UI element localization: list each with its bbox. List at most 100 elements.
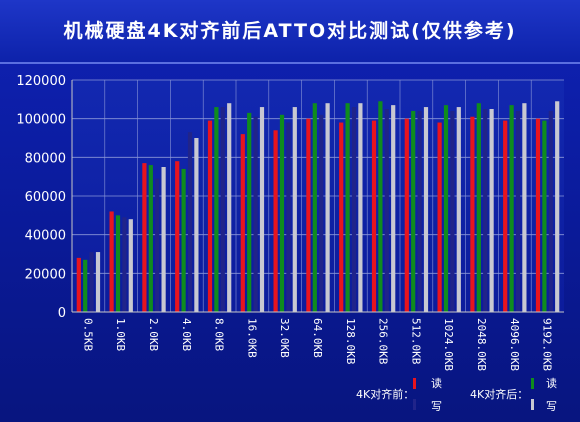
bar — [247, 112, 252, 313]
y-tick-label: 100000 — [16, 113, 66, 128]
bar — [437, 122, 442, 312]
bar — [503, 120, 508, 312]
bar — [476, 103, 481, 312]
bar — [542, 120, 547, 312]
bar — [509, 105, 514, 312]
chart-title: 机械硬盘4K对齐前后ATTO对比测试(仅供参考) — [63, 20, 517, 42]
bar — [358, 103, 363, 312]
bar — [371, 120, 377, 312]
x-axis-ticks: 0.5KB 1.0KB 2.0KB 4.0KB 8.0KB 16.0KB 32.0KB 64.… — [81, 318, 553, 371]
bar — [339, 122, 344, 312]
bar — [148, 165, 153, 312]
bar — [417, 110, 422, 313]
bar — [345, 103, 350, 312]
x-tick-label: 32.0KB — [278, 318, 291, 358]
bar — [411, 110, 416, 313]
bar — [384, 109, 389, 312]
x-tick-label: 2048.0KB — [475, 318, 488, 371]
bar — [450, 110, 455, 313]
bar — [378, 101, 383, 313]
x-tick-label: 64.0KB — [311, 318, 324, 358]
bars-layer — [76, 101, 560, 313]
bar — [253, 116, 258, 312]
bar — [470, 116, 475, 312]
x-tick-label: 8.0KB — [213, 318, 226, 351]
x-tick-label: 2.0KB — [147, 318, 160, 351]
bar — [555, 101, 560, 313]
title-bar: 机械硬盘4K对齐前后ATTO对比测试(仅供参考) — [0, 0, 580, 64]
bar — [161, 167, 166, 312]
x-tick-label: 1024.0KB — [442, 318, 455, 371]
x-tick-label: 128.0KB — [344, 318, 357, 365]
bar — [404, 118, 409, 312]
bar — [325, 103, 330, 312]
bar — [489, 109, 494, 312]
legend-swatch-before-write — [413, 399, 416, 410]
legend-swatch-after-read — [531, 378, 534, 389]
bar — [187, 132, 193, 312]
legend-swatch-after-write — [531, 399, 534, 410]
bar — [175, 161, 180, 312]
bar — [76, 257, 81, 312]
x-tick-label: 256.0KB — [377, 318, 390, 365]
bar — [142, 163, 147, 312]
bar — [109, 211, 114, 312]
bar — [515, 110, 521, 313]
x-tick-label: 9192.0KB — [541, 318, 554, 371]
bar — [286, 122, 291, 312]
bar — [194, 138, 199, 312]
bar — [259, 107, 265, 312]
bar — [548, 110, 553, 313]
bar — [351, 107, 357, 312]
bar — [128, 219, 133, 312]
legend-label-after-write: 写 — [546, 400, 557, 413]
x-tick-label: 0.5KB — [81, 318, 94, 351]
bar — [181, 168, 186, 312]
y-tick-label: 120000 — [16, 74, 66, 89]
bar — [115, 215, 121, 312]
bar — [443, 105, 449, 312]
x-tick-label: 1.0KB — [114, 318, 127, 351]
y-tick-label: 0 — [58, 306, 66, 321]
bar — [279, 114, 285, 312]
y-tick-label: 40000 — [25, 229, 66, 244]
bar — [240, 134, 245, 312]
bar — [306, 118, 311, 312]
y-axis-ticks: 0 20000 40000 60000 80000 100000 120000 — [16, 74, 66, 321]
bar — [122, 217, 127, 312]
bar — [391, 105, 396, 312]
bar — [273, 130, 278, 312]
bar — [220, 107, 225, 312]
bar — [423, 107, 429, 312]
legend-label-after-read: 读 — [546, 376, 557, 390]
bar — [456, 107, 461, 312]
bar — [312, 103, 317, 312]
bar — [214, 107, 219, 312]
y-tick-label: 60000 — [25, 190, 66, 205]
bar — [89, 252, 94, 312]
legend-swatch-before-read — [413, 378, 416, 389]
bar — [522, 103, 527, 312]
x-tick-label: 4.0KB — [180, 318, 193, 351]
bar — [292, 107, 297, 312]
x-tick-label: 16.0KB — [245, 318, 258, 358]
bar — [207, 120, 213, 312]
x-tick-label: 512.0KB — [409, 318, 422, 365]
bar — [483, 109, 488, 312]
bar — [535, 118, 541, 312]
legend-label-before-write: 写 — [431, 400, 442, 413]
grid-lines — [72, 79, 564, 312]
bar — [83, 259, 88, 312]
legend: 4K对齐前： 读 写 4K对齐后： 读 写 — [356, 376, 557, 413]
x-tick-label: 4096.0KB — [508, 318, 521, 371]
bar — [319, 114, 324, 312]
bar — [95, 252, 101, 312]
bar — [155, 178, 160, 312]
y-tick-label: 80000 — [25, 151, 66, 166]
legend-label-before-read: 读 — [431, 376, 442, 390]
legend-group-before: 4K对齐前： — [356, 387, 414, 401]
legend-group-after: 4K对齐后： — [470, 387, 528, 401]
y-tick-label: 20000 — [25, 267, 66, 282]
